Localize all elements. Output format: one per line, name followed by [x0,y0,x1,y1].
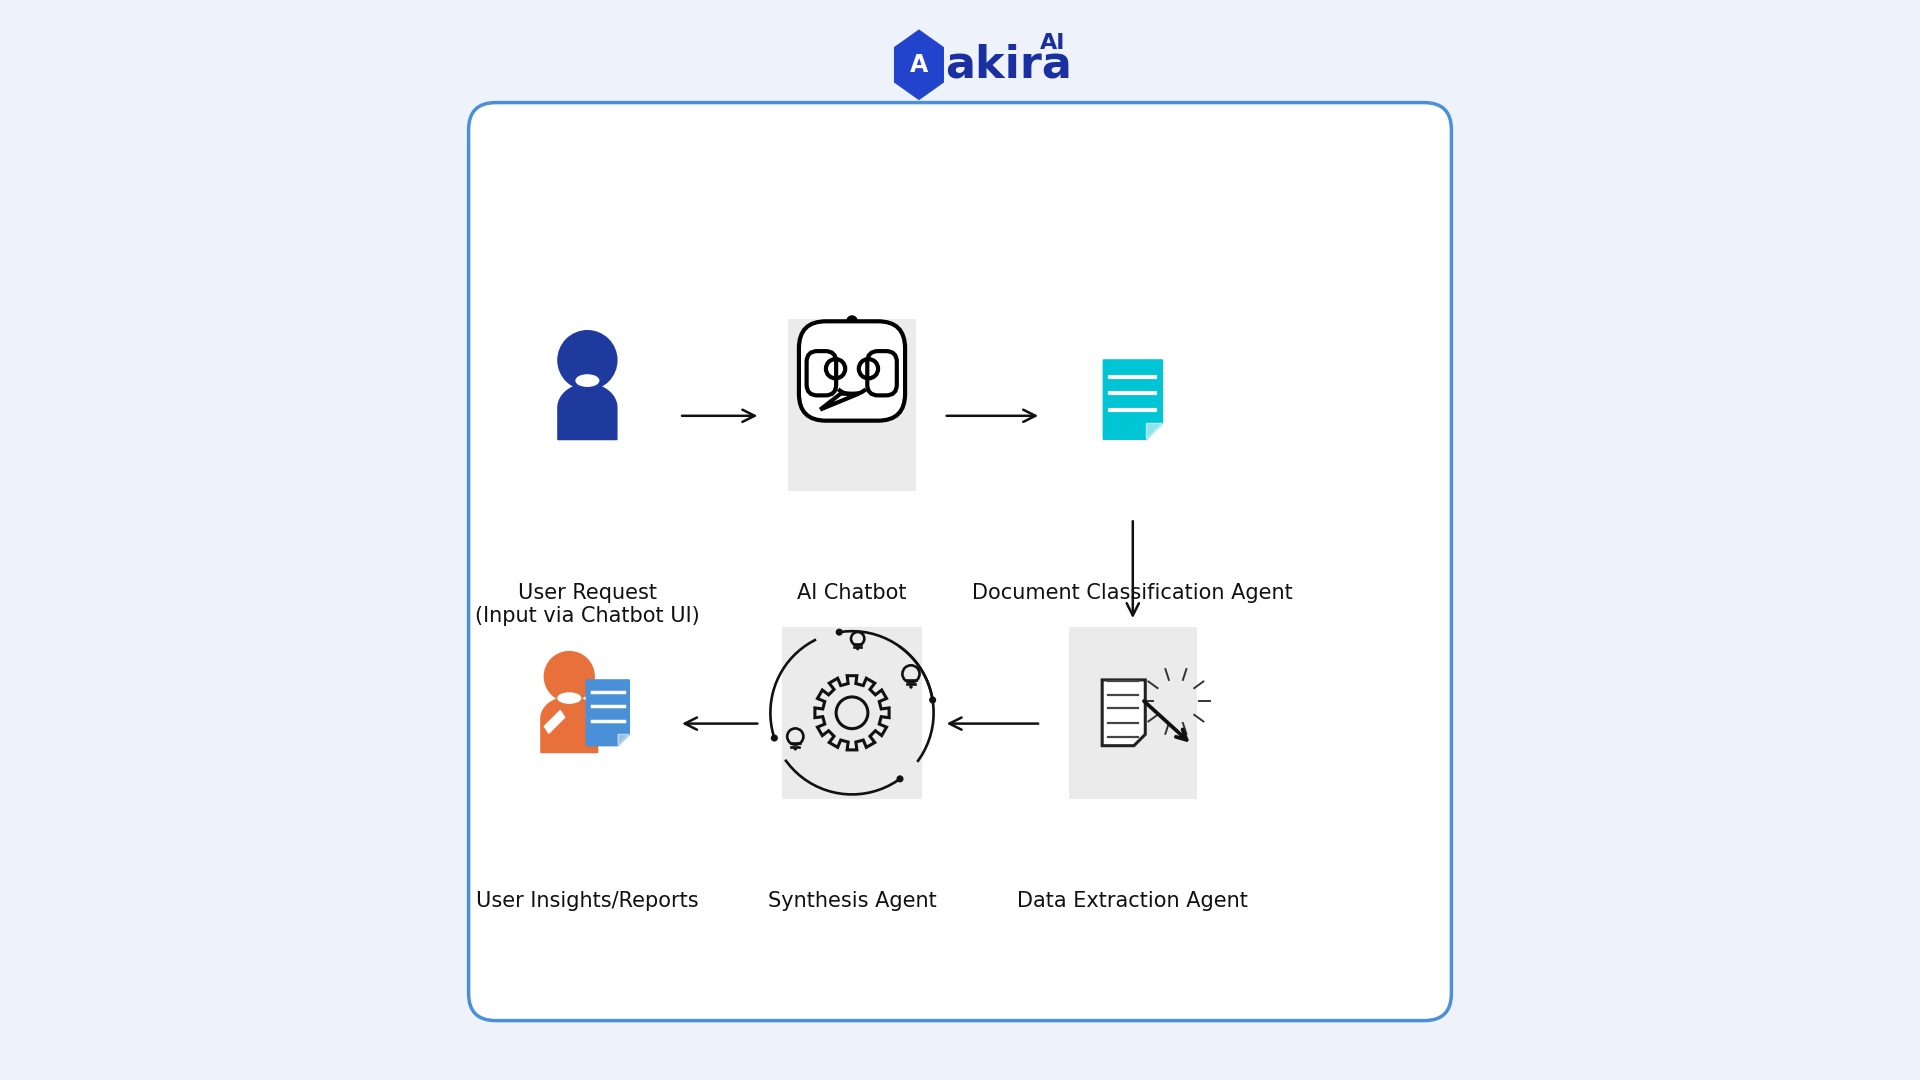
Circle shape [772,735,778,741]
Circle shape [795,747,797,750]
Text: akira: akira [945,43,1071,86]
Polygon shape [618,734,630,745]
Polygon shape [1102,680,1144,745]
Circle shape [929,698,935,703]
FancyBboxPatch shape [799,322,904,421]
Text: A: A [910,53,927,77]
Text: User Insights/Reports: User Insights/Reports [476,891,699,912]
Circle shape [559,330,616,390]
Polygon shape [1104,360,1162,440]
Text: AI Chatbot: AI Chatbot [797,583,906,604]
FancyBboxPatch shape [806,351,835,395]
Text: Synthesis Agent: Synthesis Agent [768,891,937,912]
Polygon shape [1146,423,1162,440]
Text: AI: AI [1041,33,1066,53]
FancyBboxPatch shape [1069,626,1196,798]
Polygon shape [820,394,858,409]
Ellipse shape [576,375,599,387]
FancyBboxPatch shape [787,320,916,490]
Circle shape [910,686,912,688]
Text: Data Extraction Agent: Data Extraction Agent [1018,891,1248,912]
Ellipse shape [559,693,580,703]
Text: Document Classification Agent: Document Classification Agent [972,583,1294,604]
Polygon shape [543,711,564,733]
FancyBboxPatch shape [468,103,1452,1021]
Polygon shape [895,30,943,99]
FancyBboxPatch shape [781,626,922,798]
Circle shape [847,316,856,326]
Circle shape [543,651,593,702]
Circle shape [897,777,902,782]
Polygon shape [541,697,597,753]
FancyBboxPatch shape [868,351,897,395]
Circle shape [837,630,843,635]
Text: User Request
(Input via Chatbot UI): User Request (Input via Chatbot UI) [474,583,699,626]
Polygon shape [559,384,616,440]
Polygon shape [586,680,630,745]
